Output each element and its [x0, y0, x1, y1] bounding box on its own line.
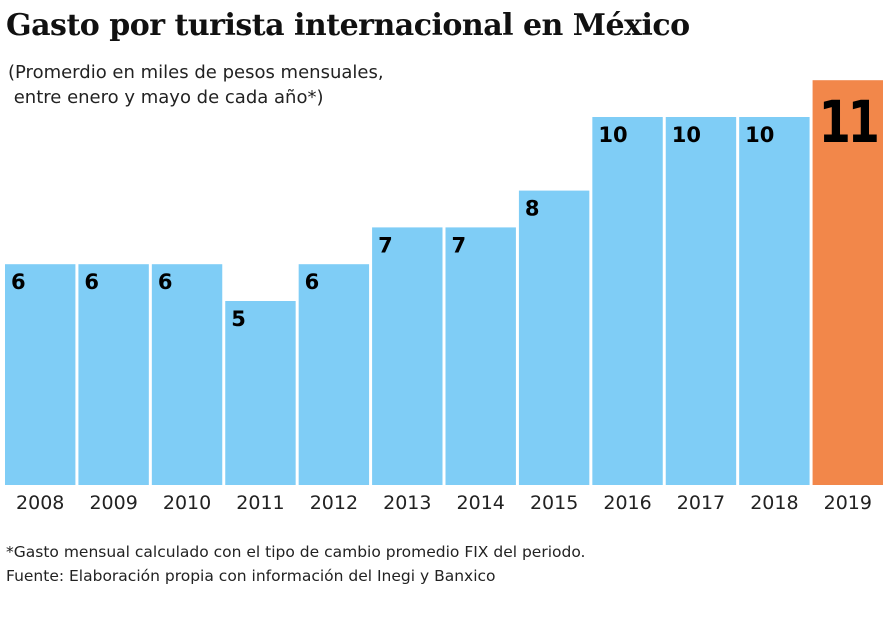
x-tick-label-2014: 2014: [457, 492, 505, 514]
bar-2010: [151, 264, 223, 485]
data-label-2015: 8: [525, 197, 540, 221]
x-tick-label-2016: 2016: [603, 492, 651, 514]
x-tick-label-2019: 2019: [824, 492, 872, 514]
data-label-2010: 6: [158, 270, 173, 294]
x-tick-label-2010: 2010: [163, 492, 211, 514]
source-note: Fuente: Elaboración propia con informaci…: [6, 567, 496, 585]
x-tick-label-2012: 2012: [310, 492, 358, 514]
data-label-2018: 10: [745, 123, 774, 147]
bar-2017: [665, 117, 737, 485]
bar-2009: [78, 264, 149, 485]
bar-2019: [812, 80, 883, 485]
bar-2014: [445, 227, 516, 485]
bar-2012: [298, 264, 370, 485]
x-tick-label-2013: 2013: [383, 492, 431, 514]
bar-chart: 6 2008 6 2009 6 2010 5 2011 6 2012 7 2013 7 2014 8 2015…: [5, 80, 883, 514]
bar-2013: [372, 227, 443, 485]
x-tick-label-2017: 2017: [677, 492, 725, 514]
data-label-2013: 7: [378, 233, 393, 257]
data-label-2017: 10: [672, 123, 701, 147]
chart-subtitle: (Promerdio en miles de pesos mensuales, …: [8, 62, 384, 108]
chart-title: Gasto por turista internacional en Méxic…: [6, 8, 690, 43]
bar-2015: [518, 190, 590, 485]
x-tick-label-2008: 2008: [16, 492, 64, 514]
data-label-2009: 6: [84, 270, 99, 294]
data-label-2012: 6: [305, 270, 320, 294]
bar-2018: [739, 117, 810, 485]
data-label-2008: 6: [11, 270, 26, 294]
bar-2011: [225, 301, 296, 485]
x-tick-label-2015: 2015: [530, 492, 578, 514]
bar-2016: [592, 117, 663, 485]
x-tick-label-2011: 2011: [236, 492, 284, 514]
data-label-2019: 11: [819, 89, 877, 156]
x-tick-label-2018: 2018: [750, 492, 798, 514]
bar-2008: [5, 264, 76, 485]
x-tick-label-2009: 2009: [89, 492, 137, 514]
footnote: *Gasto mensual calculado con el tipo de …: [6, 543, 586, 561]
data-label-2014: 7: [452, 233, 467, 257]
data-label-2011: 5: [231, 307, 246, 331]
data-label-2016: 10: [598, 123, 627, 147]
